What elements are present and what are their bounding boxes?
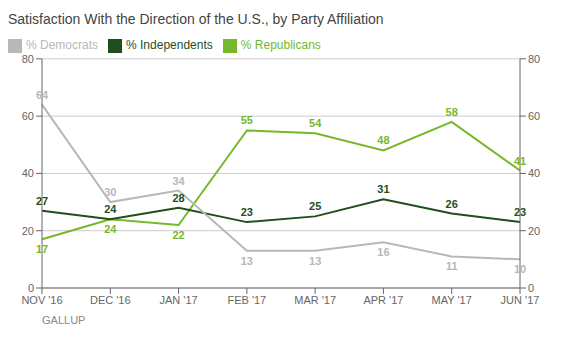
svg-text:0: 0 — [28, 282, 34, 294]
html-text:GALLUP: GALLUP — [42, 314, 86, 326]
svg-text:16: 16 — [377, 246, 389, 258]
svg-text:13: 13 — [241, 255, 253, 267]
svg-text:23: 23 — [514, 206, 526, 218]
svg-text:MAY '17: MAY '17 — [432, 294, 472, 306]
svg-text:55: 55 — [241, 114, 253, 126]
svg-text:FEB '17: FEB '17 — [227, 294, 266, 306]
svg-text:80: 80 — [528, 53, 540, 65]
svg-text:24: 24 — [104, 203, 117, 215]
html-text:% Independents: % Independents — [126, 38, 213, 52]
svg-text:23: 23 — [241, 206, 253, 218]
svg-text:54: 54 — [309, 117, 322, 129]
svg-text:80: 80 — [22, 53, 34, 65]
svg-text:25: 25 — [309, 200, 321, 212]
svg-text:60: 60 — [528, 110, 540, 122]
svg-text:58: 58 — [446, 106, 458, 118]
svg-text:24: 24 — [104, 223, 117, 235]
svg-text:20: 20 — [528, 225, 540, 237]
svg-text:41: 41 — [514, 155, 526, 167]
html-text:% Republicans: % Republicans — [240, 38, 321, 52]
svg-text:11: 11 — [446, 260, 458, 272]
html-text:Satisfaction With the Directio: Satisfaction With the Direction of the U… — [8, 11, 384, 27]
svg-text:30: 30 — [104, 186, 116, 198]
svg-text:60: 60 — [22, 110, 34, 122]
svg-text:DEC '16: DEC '16 — [90, 294, 131, 306]
svg-text:22: 22 — [172, 229, 184, 241]
svg-text:27: 27 — [36, 195, 48, 207]
svg-text:64: 64 — [36, 89, 49, 101]
svg-text:JUN '17: JUN '17 — [501, 294, 540, 306]
svg-text:34: 34 — [172, 175, 185, 187]
svg-text:31: 31 — [377, 183, 389, 195]
svg-text:MAR '17: MAR '17 — [294, 294, 336, 306]
svg-text:48: 48 — [377, 134, 389, 146]
svg-text:0: 0 — [528, 282, 534, 294]
svg-text:10: 10 — [514, 263, 526, 275]
svg-text:26: 26 — [446, 198, 458, 210]
svg-text:JAN '17: JAN '17 — [159, 294, 197, 306]
svg-text:40: 40 — [22, 167, 34, 179]
svg-text:20: 20 — [22, 225, 34, 237]
svg-text:APR '17: APR '17 — [363, 294, 403, 306]
svg-text:40: 40 — [528, 167, 540, 179]
svg-text:28: 28 — [172, 192, 184, 204]
html-text:% Democrats: % Democrats — [26, 38, 98, 52]
svg-text:NOV '16: NOV '16 — [21, 294, 62, 306]
svg-text:17: 17 — [36, 243, 48, 255]
svg-text:13: 13 — [309, 255, 321, 267]
